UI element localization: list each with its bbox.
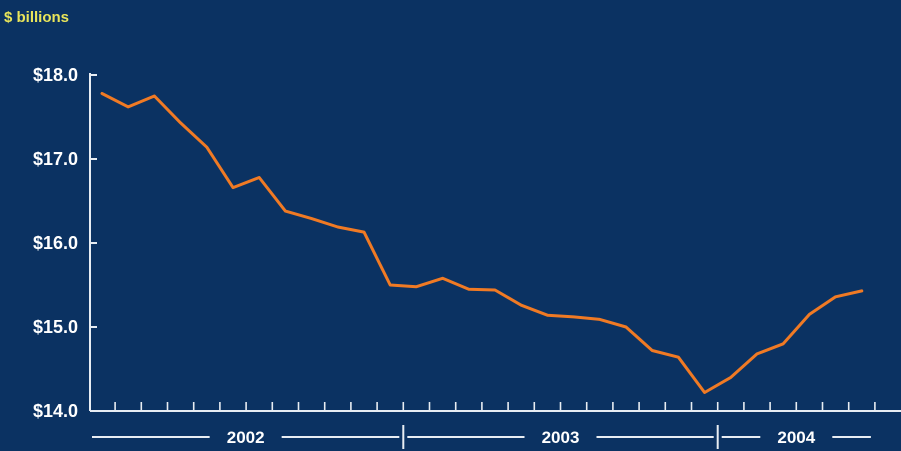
x-year-label: 2003	[542, 428, 580, 447]
x-axis-year-groups: 2002 2003 2004	[92, 425, 871, 449]
y-tick-label: $14.0	[33, 401, 78, 421]
series-group	[100, 92, 864, 394]
axes	[89, 73, 901, 412]
y-unit-label: $ billions	[4, 9, 69, 26]
y-axis-ticks: $18.0 $17.0 $16.0 $15.0 $14.0	[33, 65, 97, 421]
x-year-label: 2004	[777, 428, 815, 447]
x-axis-ticks	[114, 402, 876, 411]
series-line	[100, 92, 864, 394]
y-tick-label: $16.0	[33, 233, 78, 253]
x-year-label: 2002	[227, 428, 265, 447]
y-tick-label: $15.0	[33, 317, 78, 337]
y-tick-label: $18.0	[33, 65, 78, 85]
y-tick-label: $17.0	[33, 149, 78, 169]
